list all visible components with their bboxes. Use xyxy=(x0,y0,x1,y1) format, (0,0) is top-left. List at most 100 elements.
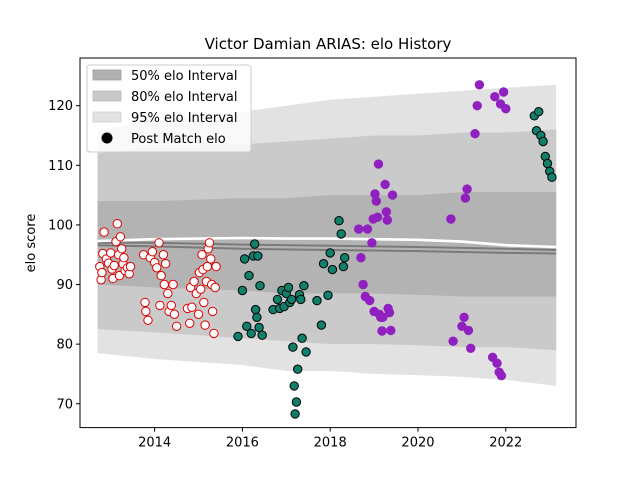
post-match-point xyxy=(373,159,384,169)
post-match-point xyxy=(199,297,209,308)
post-match-point xyxy=(185,318,195,328)
post-match-point xyxy=(288,342,298,352)
post-match-point xyxy=(283,282,294,293)
legend-marker-post-match xyxy=(101,132,113,144)
post-match-point xyxy=(358,279,368,290)
post-match-point xyxy=(187,302,197,312)
post-match-point xyxy=(109,260,119,271)
plot-area xyxy=(95,80,557,419)
post-match-point xyxy=(336,229,346,239)
x-tick-label: 2016 xyxy=(226,436,259,451)
post-match-point xyxy=(250,304,261,315)
post-match-point xyxy=(155,300,165,311)
post-match-point xyxy=(97,267,107,278)
post-match-point xyxy=(367,238,377,248)
y-tick-label: 100 xyxy=(48,218,73,233)
post-match-point xyxy=(381,207,392,217)
post-match-point xyxy=(474,80,485,90)
y-axis: 70 80 90 100 110 120 xyxy=(48,99,80,412)
post-match-point xyxy=(356,253,366,263)
y-tick-label: 110 xyxy=(48,159,73,174)
post-match-point xyxy=(312,295,322,306)
legend-label-95: 95% elo Interval xyxy=(131,111,238,126)
x-tick-label: 2018 xyxy=(314,436,347,451)
post-match-point xyxy=(244,270,254,281)
post-match-point xyxy=(286,294,297,305)
post-match-point xyxy=(327,264,338,275)
post-match-point xyxy=(189,276,199,287)
post-match-point xyxy=(143,315,153,325)
post-match-point xyxy=(163,288,173,299)
legend-label-post-match: Post Match elo xyxy=(131,132,226,147)
post-match-point xyxy=(323,290,333,300)
post-match-point xyxy=(362,224,373,234)
post-match-point xyxy=(211,261,221,272)
post-match-point xyxy=(159,279,170,290)
post-match-point xyxy=(472,101,482,111)
post-match-point xyxy=(371,196,381,206)
post-match-point xyxy=(154,238,164,248)
post-match-point xyxy=(365,295,375,306)
post-match-point xyxy=(492,358,502,368)
post-match-point xyxy=(112,219,123,229)
post-match-point xyxy=(242,321,252,331)
post-match-point xyxy=(372,212,383,222)
post-match-point xyxy=(387,190,398,200)
post-match-point xyxy=(246,328,256,339)
post-match-point xyxy=(140,297,150,308)
post-match-point xyxy=(233,331,243,342)
post-match-point xyxy=(466,343,476,353)
post-match-point xyxy=(338,261,349,272)
post-match-point xyxy=(253,251,263,261)
post-match-point xyxy=(99,227,109,237)
post-match-point xyxy=(152,263,162,273)
y-tick-label: 70 xyxy=(56,397,73,412)
x-tick-label: 2014 xyxy=(138,436,171,451)
y-tick-label: 120 xyxy=(48,99,73,114)
legend-label-50: 50% elo Interval xyxy=(131,69,238,84)
post-match-point xyxy=(463,325,474,336)
legend-box xyxy=(86,64,252,153)
post-match-point xyxy=(197,250,207,260)
x-tick-label: 2022 xyxy=(489,436,522,451)
y-tick-label: 80 xyxy=(56,338,73,353)
post-match-point xyxy=(325,248,335,258)
post-match-point xyxy=(147,247,158,257)
post-match-point xyxy=(254,322,264,333)
post-match-point xyxy=(462,184,472,194)
post-match-point xyxy=(193,309,204,319)
legend: 50% elo Interval 80% elo Interval 95% el… xyxy=(86,64,252,153)
post-match-point xyxy=(106,248,116,258)
post-match-point xyxy=(210,282,220,293)
post-match-point xyxy=(386,325,396,336)
post-match-point xyxy=(239,254,250,264)
post-match-point xyxy=(301,347,311,357)
post-match-point xyxy=(272,294,283,305)
post-match-point xyxy=(257,330,267,340)
mean-elo-line xyxy=(97,236,557,249)
post-match-point xyxy=(296,294,306,305)
post-match-point xyxy=(202,261,213,272)
post-match-point xyxy=(457,321,467,331)
post-match-point xyxy=(168,279,178,290)
post-match-point xyxy=(297,333,307,343)
post-match-point xyxy=(156,270,166,281)
post-match-point xyxy=(141,306,151,317)
post-match-point xyxy=(318,259,329,269)
post-match-point xyxy=(470,129,480,139)
post-match-point xyxy=(542,158,553,169)
post-match-point xyxy=(290,409,300,419)
post-match-point xyxy=(534,107,544,117)
post-match-point xyxy=(538,136,548,147)
post-match-point xyxy=(496,371,507,381)
post-match-point xyxy=(117,244,127,254)
post-match-point xyxy=(200,320,210,330)
post-match-points xyxy=(95,80,557,419)
post-match-point xyxy=(498,87,509,97)
post-match-point xyxy=(293,364,303,374)
y-tick-label: 90 xyxy=(56,278,73,293)
post-match-point xyxy=(299,281,309,291)
post-match-point xyxy=(384,307,395,318)
post-match-point xyxy=(448,336,458,346)
